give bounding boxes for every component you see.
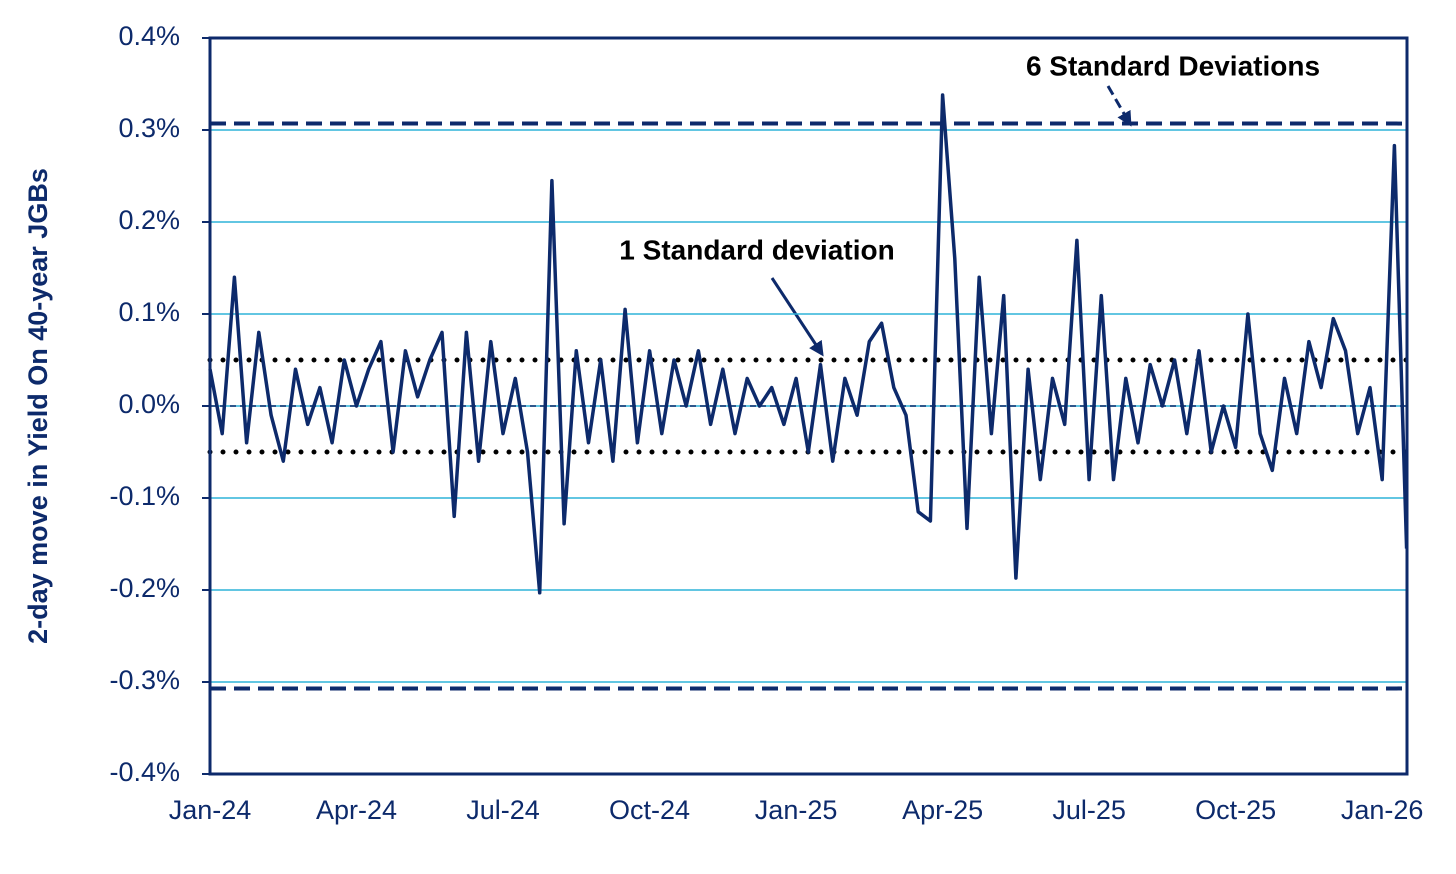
x-tick-label: Jan-24 bbox=[169, 795, 252, 825]
x-tick-label: Oct-25 bbox=[1195, 795, 1276, 825]
y-tick-label: 0.3% bbox=[118, 113, 180, 143]
plot-frame bbox=[208, 36, 1409, 776]
y-tick-label: 0.4% bbox=[118, 21, 180, 51]
annotation: 6 Standard Deviations bbox=[1026, 50, 1320, 81]
x-tick-label: Jan-26 bbox=[1341, 795, 1424, 825]
y-axis-title: 2-day move in Yield On 40-year JGBs bbox=[23, 168, 53, 644]
y-tick-label: 0.0% bbox=[118, 389, 180, 419]
x-tick-label: Jan-25 bbox=[755, 795, 838, 825]
y-tick-label: 0.2% bbox=[118, 205, 180, 235]
y-tick-label: -0.2% bbox=[109, 573, 180, 603]
line bbox=[208, 93, 1409, 595]
x-tick-label: Jul-25 bbox=[1052, 795, 1126, 825]
y-tick-label: 0.1% bbox=[118, 297, 180, 327]
y-tick-label: -0.1% bbox=[109, 481, 180, 511]
annotation-arrow bbox=[770, 277, 824, 357]
y-tick-label: -0.4% bbox=[109, 757, 180, 787]
x-tick-label: Apr-25 bbox=[902, 795, 983, 825]
annotation: 1 Standard deviation bbox=[619, 234, 894, 265]
x-tick-label: Oct-24 bbox=[609, 795, 690, 825]
x-tick-label: Apr-24 bbox=[316, 795, 397, 825]
x-tick-label: Jul-24 bbox=[466, 795, 540, 825]
y-tick-label: -0.3% bbox=[109, 665, 180, 695]
annotation-arrow bbox=[1106, 85, 1132, 127]
